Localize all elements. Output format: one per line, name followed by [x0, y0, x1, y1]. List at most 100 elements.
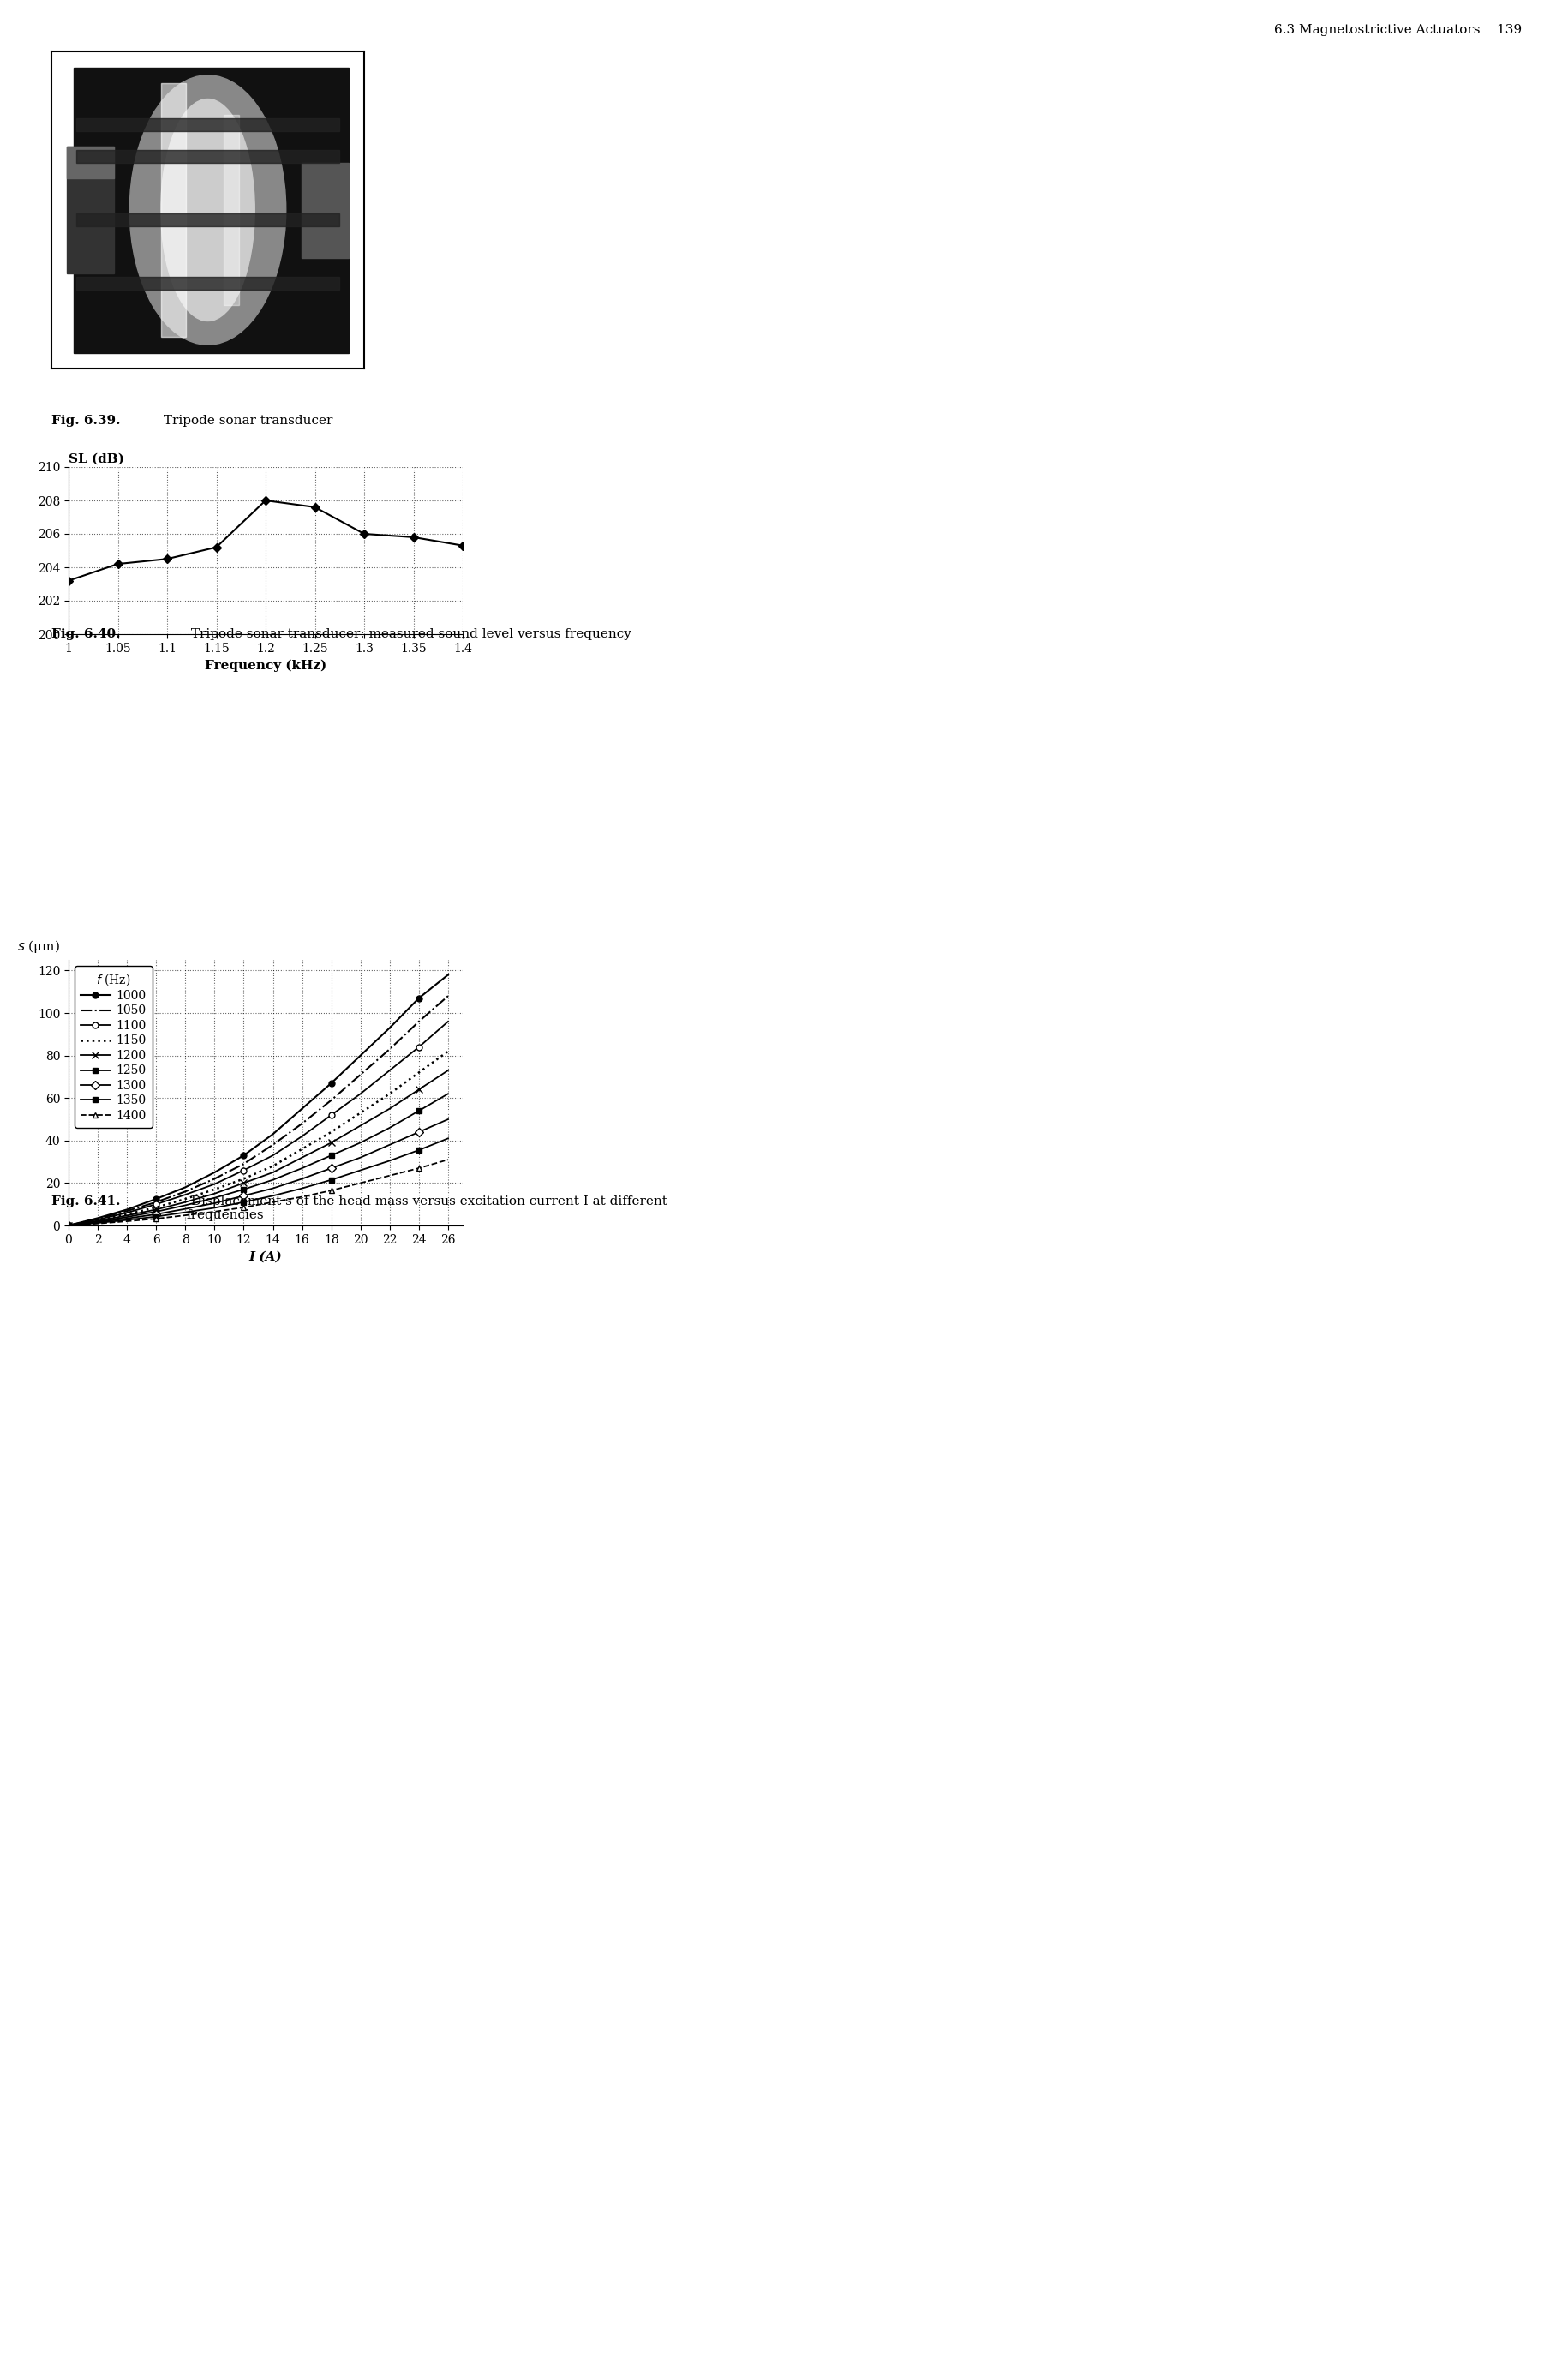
1150	[147, 1194, 166, 1223]
1100	[205, 1170, 224, 1199]
Text: SL (dB): SL (dB)	[69, 452, 124, 464]
1300	[176, 1194, 194, 1223]
Line: 1300: 1300	[66, 1116, 452, 1228]
1050	[205, 1163, 224, 1192]
1100	[88, 1206, 107, 1235]
1250	[176, 1192, 194, 1220]
1050	[234, 1149, 252, 1178]
1050	[88, 1204, 107, 1232]
1300	[439, 1104, 458, 1132]
1000	[351, 1042, 370, 1071]
1400	[205, 1197, 224, 1225]
1400	[176, 1201, 194, 1230]
1350	[379, 1147, 398, 1175]
1050	[321, 1085, 340, 1113]
X-axis label: Frequency (kHz): Frequency (kHz)	[204, 659, 326, 671]
1350	[321, 1166, 340, 1194]
Line: 1400: 1400	[66, 1156, 452, 1228]
Bar	[301, 162, 348, 257]
1000	[118, 1194, 136, 1223]
1050	[118, 1197, 136, 1225]
1350	[88, 1209, 107, 1237]
1250	[234, 1175, 252, 1204]
1200	[293, 1144, 312, 1173]
1150	[176, 1185, 194, 1213]
1350	[351, 1156, 370, 1185]
Bar	[77, 150, 339, 162]
1400	[60, 1211, 78, 1239]
1150	[205, 1175, 224, 1204]
1100	[293, 1123, 312, 1151]
1300	[263, 1173, 282, 1201]
1300	[321, 1154, 340, 1182]
1100	[439, 1006, 458, 1035]
Line: 1250: 1250	[66, 1090, 452, 1228]
1200	[147, 1194, 166, 1223]
1000	[321, 1068, 340, 1097]
1400	[321, 1175, 340, 1204]
1400	[263, 1187, 282, 1216]
1150	[321, 1118, 340, 1147]
1400	[439, 1144, 458, 1173]
1100	[263, 1142, 282, 1170]
1050	[409, 1006, 428, 1035]
Bar	[77, 276, 339, 290]
Bar	[67, 147, 114, 178]
1000	[263, 1121, 282, 1149]
1400	[118, 1206, 136, 1235]
1400	[293, 1182, 312, 1211]
1100	[379, 1056, 398, 1085]
Line: 1000: 1000	[66, 971, 452, 1228]
1350	[234, 1187, 252, 1216]
Text: Tripode sonar transducer: Tripode sonar transducer	[160, 414, 332, 426]
1200	[439, 1056, 458, 1085]
1300	[88, 1209, 107, 1237]
Text: Fig. 6.39.: Fig. 6.39.	[52, 414, 121, 426]
1250	[409, 1097, 428, 1125]
Ellipse shape	[162, 100, 254, 321]
1000	[379, 1013, 398, 1042]
1400	[234, 1194, 252, 1223]
1250	[147, 1197, 166, 1225]
1350	[293, 1173, 312, 1201]
1150	[263, 1151, 282, 1180]
1100	[60, 1211, 78, 1239]
1350	[263, 1182, 282, 1211]
Text: Fig. 6.41.: Fig. 6.41.	[52, 1197, 121, 1209]
1100	[118, 1199, 136, 1228]
Line: 1150: 1150	[69, 1052, 448, 1225]
1050	[439, 983, 458, 1011]
1200	[88, 1206, 107, 1235]
1100	[234, 1156, 252, 1185]
1200	[351, 1111, 370, 1140]
1000	[147, 1185, 166, 1213]
1400	[88, 1209, 107, 1237]
1250	[60, 1211, 78, 1239]
1350	[439, 1125, 458, 1154]
1350	[118, 1206, 136, 1235]
X-axis label: I (A): I (A)	[249, 1251, 282, 1263]
1300	[379, 1130, 398, 1159]
1000	[439, 961, 458, 990]
Line: 1200: 1200	[64, 1066, 452, 1230]
1150	[379, 1080, 398, 1109]
1150	[234, 1163, 252, 1192]
1200	[205, 1180, 224, 1209]
1050	[293, 1109, 312, 1137]
1350	[176, 1199, 194, 1228]
1000	[293, 1094, 312, 1123]
1100	[409, 1032, 428, 1061]
1350	[409, 1135, 428, 1163]
Bar	[223, 114, 238, 305]
1150	[439, 1037, 458, 1066]
Bar	[67, 147, 114, 274]
1150	[351, 1099, 370, 1128]
Text: Tripode sonar transducer: measured sound level versus frequency: Tripode sonar transducer: measured sound…	[187, 628, 630, 640]
1300	[60, 1211, 78, 1239]
1150	[60, 1211, 78, 1239]
Line: 1050: 1050	[69, 997, 448, 1225]
Legend: 1000, 1050, 1100, 1150, 1200, 1250, 1300, 1350, 1400: 1000, 1050, 1100, 1150, 1200, 1250, 1300…	[74, 966, 152, 1128]
1300	[234, 1182, 252, 1211]
Bar	[77, 119, 339, 131]
1050	[263, 1130, 282, 1159]
